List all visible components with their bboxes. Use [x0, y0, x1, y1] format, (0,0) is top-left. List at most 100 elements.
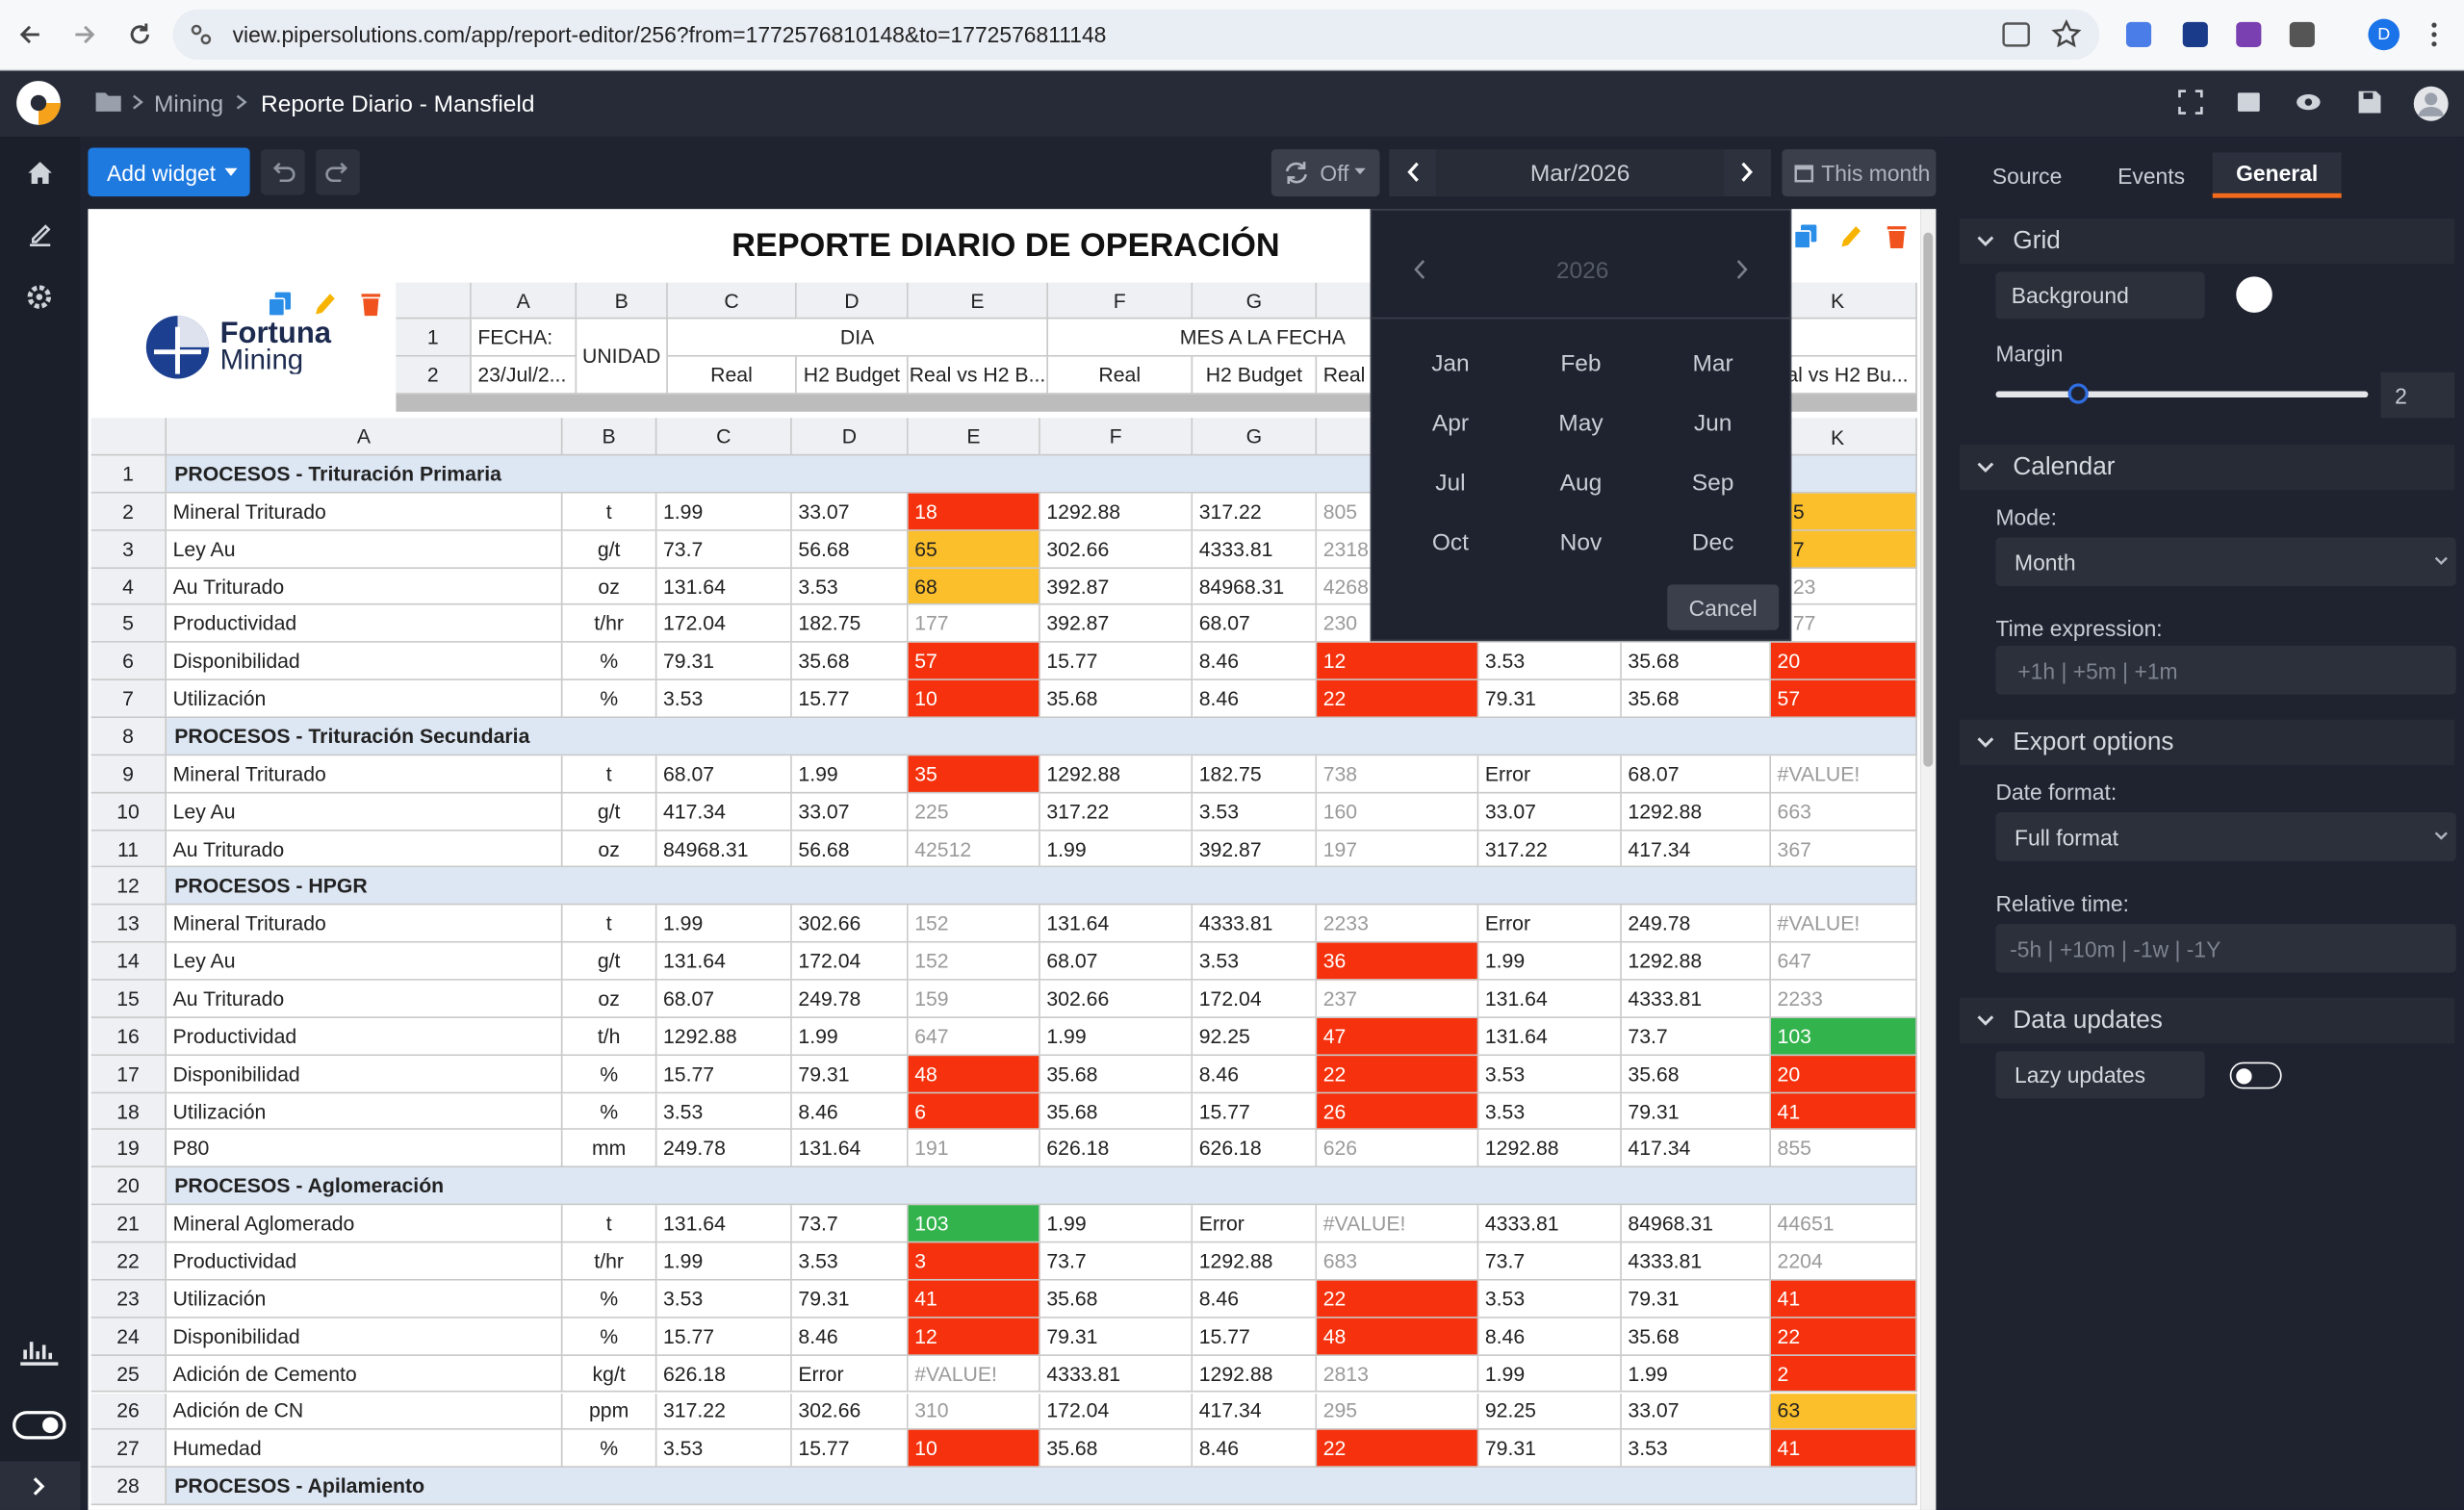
delete-widget-button[interactable]	[360, 293, 382, 317]
extension-icon[interactable]	[2235, 20, 2263, 48]
panel-section-header[interactable]: Data updates	[1959, 997, 2455, 1044]
sheet-row-number: 6	[90, 643, 167, 681]
panel-section-header[interactable]: Grid	[1959, 218, 2455, 265]
fullscreen-button[interactable]	[2178, 90, 2203, 115]
value-cell: 1.99	[1040, 1017, 1194, 1056]
value-cell: 1292.88	[1478, 1130, 1622, 1168]
value-cell: 1292.88	[1040, 493, 1194, 531]
panel-tab[interactable]: Source	[1991, 162, 2063, 189]
month-option[interactable]: Apr	[1431, 409, 1469, 437]
translate-icon[interactable]	[2002, 20, 2030, 48]
value-cell: 4333.81	[1478, 1205, 1622, 1243]
add-widget-button[interactable]: Add widget	[88, 147, 250, 197]
month-option[interactable]: Dec	[1691, 528, 1734, 556]
value-cell: 1292.88	[1193, 1242, 1318, 1281]
date-format-select[interactable]: Full format	[1995, 812, 2456, 861]
lazy-updates-toggle[interactable]	[2229, 1062, 2282, 1089]
settings-nav[interactable]	[27, 285, 52, 310]
prev-period-button[interactable]	[1389, 149, 1437, 197]
app-header	[0, 70, 2464, 138]
refresh-button[interactable]: Off	[1270, 149, 1380, 197]
preview-layout-button[interactable]	[2236, 90, 2261, 115]
margin-slider-thumb[interactable]	[2067, 383, 2089, 404]
bookmark-star[interactable]	[2051, 19, 2082, 48]
month-option[interactable]: Mar	[1692, 349, 1733, 377]
sheet-row-number: 19	[90, 1130, 167, 1168]
extension-icon[interactable]	[2288, 20, 2316, 48]
month-option[interactable]: Feb	[1560, 349, 1602, 377]
reload-button[interactable]	[127, 22, 152, 47]
unit-cell: %	[562, 680, 657, 719]
panel-section-header[interactable]: Calendar	[1959, 445, 2455, 491]
save-button[interactable]	[2357, 90, 2382, 115]
value-cell: 3.53	[1478, 1092, 1622, 1131]
next-period-button[interactable]	[1724, 149, 1771, 197]
add-widget-caret	[224, 167, 238, 176]
unit-cell: %	[562, 1055, 657, 1093]
popup-next-year[interactable]	[1736, 259, 1749, 279]
margin-slider-track[interactable]	[1995, 391, 2369, 398]
month-option[interactable]: May	[1558, 409, 1604, 437]
row-label: Productividad	[167, 605, 563, 644]
sheet-row-number: 18	[90, 1092, 167, 1131]
month-option[interactable]: Jan	[1431, 349, 1470, 377]
row-label: Au Triturado	[167, 831, 563, 868]
user-avatar[interactable]	[2413, 86, 2449, 121]
time-expression-input[interactable]: +1h | +5m | +1m	[1995, 646, 2456, 695]
analytics-nav[interactable]	[19, 1337, 60, 1366]
profile-avatar[interactable]: D	[2368, 18, 2400, 51]
header-row-number: 1	[396, 319, 472, 357]
margin-value[interactable]: 2	[2380, 371, 2455, 419]
redo-button[interactable]	[316, 149, 360, 195]
value-cell: 182.75	[1193, 755, 1318, 794]
panel-tab[interactable]: General	[2212, 152, 2342, 198]
edit-widget-button[interactable]	[315, 293, 337, 316]
undo-button[interactable]	[261, 149, 305, 195]
month-option[interactable]: Nov	[1559, 528, 1603, 556]
background-color-swatch[interactable]	[2236, 276, 2272, 313]
value-cell: 36	[1317, 942, 1479, 981]
edit-widget-button[interactable]	[1840, 224, 1862, 247]
expand-arrow[interactable]	[33, 1477, 45, 1497]
value-cell: 647	[1770, 942, 1917, 981]
relative-time-input[interactable]: -5h | +10m | -1w | -1Y	[1995, 923, 2456, 973]
copy-widget-button[interactable]	[268, 292, 292, 317]
mode-select[interactable]: Month	[1995, 537, 2456, 586]
folder-icon[interactable]	[95, 91, 121, 112]
site-info[interactable]	[189, 22, 214, 47]
sheet-row-number: 17	[90, 1055, 167, 1093]
breadcrumb-mining[interactable]: Mining	[153, 90, 224, 117]
editor-nav[interactable]	[27, 221, 54, 248]
row-label: Au Triturado	[167, 980, 563, 1018]
row-label: Utilización	[167, 1280, 563, 1318]
month-option[interactable]: Jul	[1435, 469, 1466, 497]
row-label: Mineral Triturado	[167, 905, 563, 943]
unit-cell: oz	[562, 568, 657, 606]
month-option[interactable]: Jun	[1693, 409, 1732, 437]
redo-icon	[325, 162, 348, 183]
undo-icon	[272, 162, 295, 183]
panel-label: Date format:	[1995, 779, 2118, 805]
extension-icon[interactable]	[2124, 20, 2152, 48]
browser-menu[interactable]	[2429, 22, 2439, 47]
view-button[interactable]	[2296, 90, 2321, 115]
forward-button[interactable]	[72, 22, 97, 47]
panel-section-header[interactable]: Export options	[1959, 719, 2455, 766]
month-option[interactable]: Aug	[1559, 469, 1603, 497]
value-cell: 131.64	[656, 1205, 792, 1243]
copy-widget-button[interactable]	[1793, 224, 1817, 249]
theme-toggle[interactable]	[13, 1411, 66, 1440]
back-button[interactable]	[17, 22, 42, 47]
popup-cancel-button[interactable]: Cancel	[1667, 584, 1780, 630]
value-cell: 1.99	[656, 905, 792, 943]
period-display[interactable]: Mar/2026	[1436, 149, 1725, 197]
popup-prev-year[interactable]	[1413, 259, 1425, 279]
extension-icon[interactable]	[2181, 20, 2209, 48]
sheet-column-letter: F	[1040, 418, 1194, 456]
home-nav[interactable]	[27, 161, 54, 186]
delete-widget-button[interactable]	[1886, 224, 1908, 248]
panel-tab[interactable]: Events	[2118, 162, 2186, 189]
value-cell: 84968.31	[656, 831, 792, 868]
month-option[interactable]: Oct	[1431, 528, 1469, 556]
month-option[interactable]: Sep	[1691, 469, 1734, 497]
